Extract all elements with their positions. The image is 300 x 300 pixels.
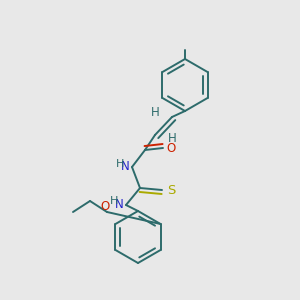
Text: O: O [100, 200, 109, 214]
Text: N: N [115, 199, 124, 212]
Text: H: H [168, 131, 176, 145]
Text: S: S [167, 184, 175, 196]
Text: H: H [116, 159, 124, 169]
Text: H: H [151, 106, 159, 119]
Text: O: O [167, 142, 176, 154]
Text: N: N [121, 160, 130, 173]
Text: H: H [110, 196, 118, 206]
